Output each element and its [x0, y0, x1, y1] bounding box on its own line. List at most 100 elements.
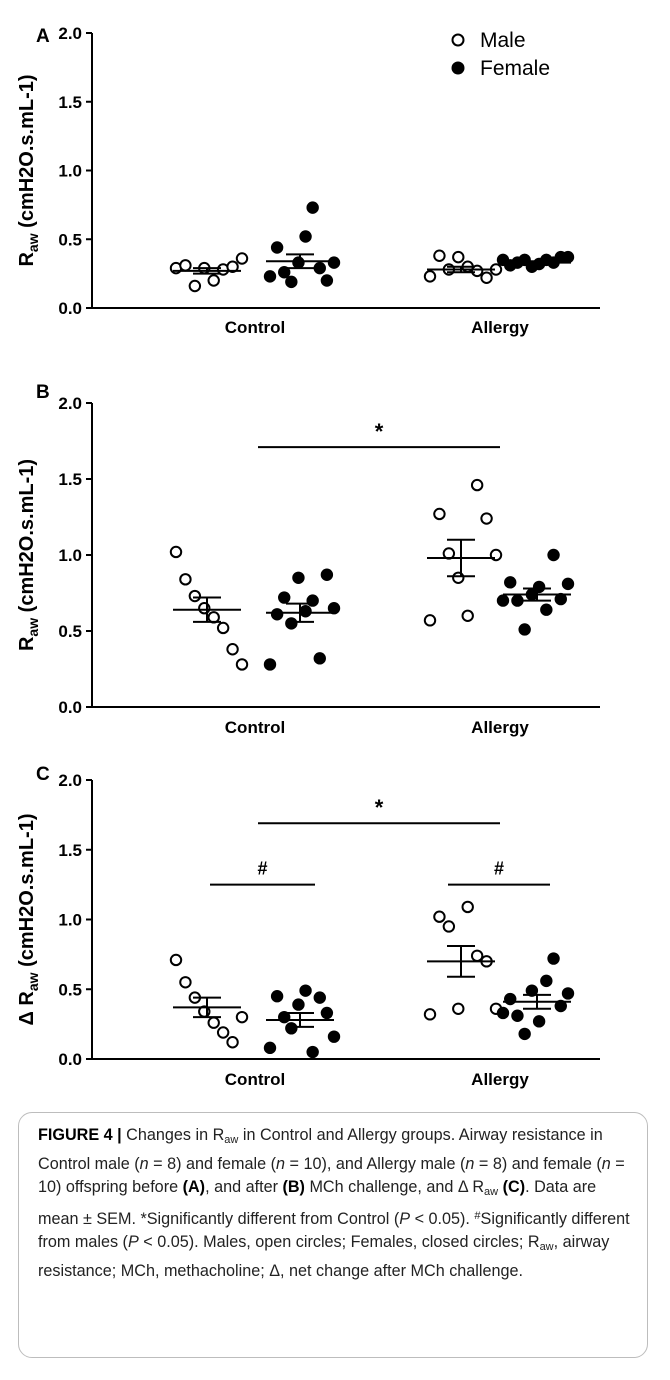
figure-caption: FIGURE 4 | Changes in Raw in Control and…	[38, 1126, 630, 1280]
data-point	[292, 998, 305, 1011]
data-point	[327, 1030, 341, 1043]
data-point	[532, 1015, 546, 1028]
significance-star: *	[375, 795, 384, 820]
data-point	[461, 900, 474, 914]
data-point	[452, 250, 465, 264]
panel-letter: A	[36, 26, 50, 47]
category-label-control: Control	[225, 1070, 285, 1089]
data-point	[263, 658, 277, 671]
data-point	[306, 1045, 319, 1059]
data-point	[461, 609, 474, 622]
sex-difference-hash: #	[257, 859, 267, 879]
data-point	[320, 1006, 334, 1020]
data-point	[270, 241, 284, 254]
data-point	[320, 274, 334, 287]
group-allergy-female	[496, 250, 575, 273]
y-axis-label-sub: aw	[25, 972, 41, 991]
panel-c: C 0.0 0.5 1.0 1.5 2.0 Δ Raw (cmH2O.s.mL-1) Cont…	[16, 764, 600, 1089]
data-point	[235, 658, 249, 671]
data-point	[313, 261, 326, 275]
data-point	[278, 266, 291, 279]
y-tick-label: 0.0	[58, 1050, 82, 1069]
data-point	[554, 999, 567, 1013]
group-control-male	[169, 545, 249, 671]
data-point	[235, 1010, 249, 1024]
data-point	[299, 230, 312, 243]
data-point	[226, 260, 239, 273]
y-tick-label: 2.0	[58, 771, 82, 790]
significance-star: *	[375, 419, 384, 444]
data-point	[423, 270, 437, 283]
data-point	[433, 910, 446, 923]
data-point	[207, 1016, 220, 1029]
data-point	[169, 953, 183, 967]
data-point	[270, 990, 284, 1003]
category-label-allergy: Allergy	[471, 1070, 529, 1089]
data-point	[292, 571, 305, 584]
group-control-male	[169, 252, 249, 293]
data-point	[188, 589, 202, 603]
y-axis-label-main: R	[16, 636, 38, 651]
legend-label: Male	[480, 29, 526, 52]
data-point	[423, 1008, 437, 1021]
data-point	[452, 1002, 465, 1015]
data-point	[496, 1006, 510, 1020]
legend-marker	[451, 33, 465, 47]
data-point	[278, 591, 291, 604]
category-label-control: Control	[225, 318, 285, 337]
y-tick-label: 1.0	[58, 162, 82, 181]
caption-box	[18, 1112, 648, 1358]
legend: Male Female	[451, 29, 550, 80]
data-point	[226, 1036, 239, 1049]
data-point	[547, 548, 560, 562]
data-point	[179, 573, 192, 586]
y-tick-label: 1.5	[58, 470, 82, 489]
data-point	[511, 594, 524, 607]
y-tick-label: 0.5	[58, 980, 82, 999]
panel-b: B 0.0 0.5 1.0 1.5 2.0 Raw (cmH2O.s.mL-1) Contro…	[16, 382, 600, 737]
data-point	[480, 271, 493, 284]
data-point	[442, 920, 456, 933]
caption-label: FIGURE 4 |	[38, 1126, 122, 1144]
group-allergy-female	[496, 548, 575, 636]
data-point	[518, 1027, 531, 1041]
data-point	[532, 580, 546, 594]
legend-label: Female	[480, 57, 550, 80]
y-axis-label: Δ Raw (cmH2O.s.mL-1)	[16, 814, 41, 1026]
sex-difference-hash: #	[494, 859, 504, 879]
data-point	[292, 256, 305, 269]
y-tick-label: 1.0	[58, 911, 82, 930]
data-point	[511, 1009, 524, 1022]
y-axis-label-sub: aw	[25, 618, 41, 637]
category-label-control: Control	[225, 718, 285, 737]
data-point	[285, 275, 298, 289]
data-point	[306, 201, 319, 214]
y-axis-label-main: R	[16, 252, 38, 267]
data-point	[327, 256, 341, 269]
group-control-female	[263, 201, 341, 289]
y-axis-label: Raw (cmH2O.s.mL-1)	[16, 74, 41, 266]
data-point	[285, 1022, 298, 1035]
figure-4-chart: A 0.0 0.5 1.0 1.5 2.0 Raw (cmH2O.s.mL-1) Contro…	[16, 24, 600, 1089]
y-tick-label: 1.5	[58, 841, 82, 860]
data-point	[226, 643, 239, 656]
data-point	[433, 249, 446, 262]
y-axis-label-main: Δ R	[16, 991, 38, 1026]
data-point	[313, 652, 326, 665]
y-tick-label: 1.5	[58, 93, 82, 112]
data-point	[470, 264, 484, 278]
category-label-allergy: Allergy	[471, 318, 529, 337]
y-axis-label-sub: aw	[25, 233, 41, 252]
group-allergy-male	[423, 900, 503, 1021]
data-point	[207, 274, 220, 287]
data-point	[525, 984, 539, 997]
data-point	[299, 605, 312, 618]
group-allergy-male	[423, 478, 503, 627]
data-point	[285, 617, 298, 630]
category-label-allergy: Allergy	[471, 718, 529, 737]
data-point	[263, 1041, 277, 1055]
data-point	[216, 621, 230, 635]
data-point	[179, 259, 192, 272]
group-allergy-female	[496, 952, 575, 1041]
data-point	[299, 984, 312, 997]
